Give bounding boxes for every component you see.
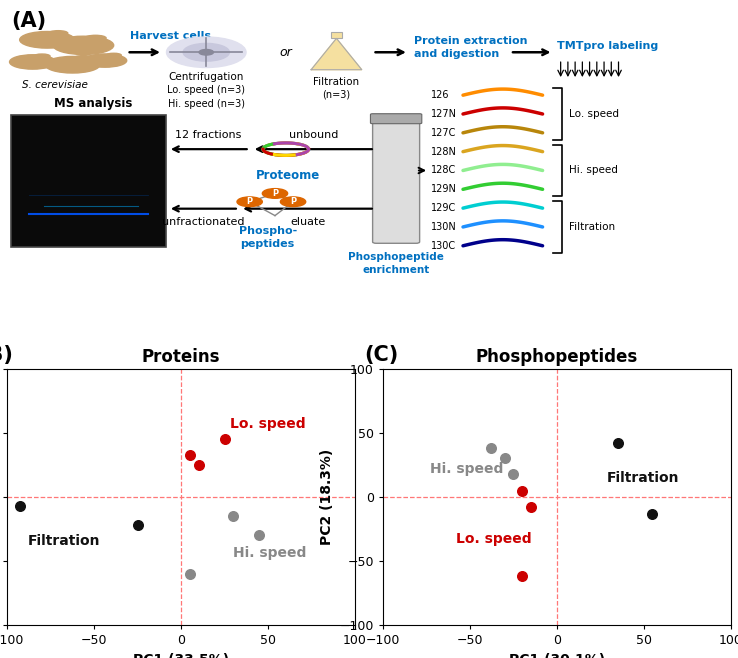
Text: Hi. speed: Hi. speed (569, 165, 618, 176)
FancyBboxPatch shape (370, 114, 422, 124)
Text: Centrifugation: Centrifugation (168, 72, 244, 82)
Text: 129C: 129C (430, 203, 456, 213)
Text: peptides: peptides (241, 239, 295, 249)
Text: Hi. speed: Hi. speed (430, 462, 503, 476)
Point (485, 443, 497, 453)
Ellipse shape (20, 32, 75, 48)
Circle shape (280, 197, 306, 207)
Ellipse shape (106, 53, 121, 57)
Text: unbound: unbound (289, 130, 338, 140)
Ellipse shape (85, 36, 106, 41)
Point (132, 520, 144, 530)
Point (13, 501, 25, 511)
FancyBboxPatch shape (331, 32, 342, 38)
Title: Phosphopeptides: Phosphopeptides (475, 348, 638, 366)
X-axis label: PC1 (30.1%): PC1 (30.1%) (508, 653, 605, 658)
Text: 129N: 129N (430, 184, 456, 194)
Text: Hi. speed: Hi. speed (233, 546, 307, 561)
Text: or: or (280, 46, 292, 59)
Text: Proteome: Proteome (256, 169, 320, 182)
Circle shape (183, 43, 230, 61)
Text: Filtration: Filtration (314, 77, 359, 87)
Text: Harvest cells: Harvest cells (131, 31, 211, 41)
Text: Lo. speed: Lo. speed (230, 417, 306, 431)
Text: MS analysis: MS analysis (54, 97, 132, 110)
Point (646, 509, 658, 519)
Text: P: P (246, 197, 252, 206)
Title: Proteins: Proteins (142, 348, 221, 366)
Ellipse shape (45, 57, 100, 73)
Circle shape (237, 197, 262, 207)
Ellipse shape (34, 54, 50, 59)
Point (508, 468, 520, 479)
Point (525, 502, 537, 513)
Text: (C): (C) (365, 345, 399, 365)
FancyBboxPatch shape (11, 114, 167, 247)
Text: P: P (272, 189, 278, 198)
Circle shape (167, 37, 246, 68)
Text: Protein extraction: Protein extraction (414, 36, 528, 45)
Text: (n=3): (n=3) (323, 89, 351, 99)
Text: Filtration: Filtration (28, 534, 101, 547)
Point (499, 453, 511, 464)
Text: and digestion: and digestion (414, 49, 499, 59)
Text: 128N: 128N (430, 147, 456, 157)
Text: eluate: eluate (290, 217, 325, 227)
Point (516, 485, 528, 495)
Point (227, 511, 239, 521)
Text: 130C: 130C (430, 241, 455, 251)
Text: Filtration: Filtration (607, 470, 680, 485)
Ellipse shape (74, 55, 93, 61)
Ellipse shape (83, 54, 127, 67)
Text: TMTpro labeling: TMTpro labeling (557, 41, 658, 51)
Point (184, 449, 196, 460)
Point (516, 571, 528, 582)
FancyBboxPatch shape (373, 116, 420, 243)
Text: (A): (A) (11, 11, 46, 31)
Polygon shape (311, 38, 362, 70)
Text: Hi. speed (n=3): Hi. speed (n=3) (168, 99, 245, 109)
Point (254, 530, 266, 541)
Ellipse shape (49, 31, 68, 36)
Circle shape (262, 189, 288, 198)
Text: Lo. speed: Lo. speed (456, 532, 531, 546)
Text: Phospho-: Phospho- (238, 226, 297, 236)
Text: 12 fractions: 12 fractions (175, 130, 241, 140)
Text: Filtration: Filtration (569, 222, 615, 232)
Text: Lo. speed (n=3): Lo. speed (n=3) (168, 86, 245, 95)
X-axis label: PC1 (33.5%): PC1 (33.5%) (133, 653, 230, 658)
Text: Lo. speed: Lo. speed (569, 109, 619, 119)
Point (218, 434, 230, 445)
Text: 126: 126 (430, 90, 449, 100)
Text: Phosphopeptide: Phosphopeptide (348, 251, 444, 262)
Text: 127N: 127N (430, 109, 457, 119)
Ellipse shape (53, 36, 114, 55)
Point (193, 460, 204, 470)
Text: enrichment: enrichment (362, 265, 430, 274)
Point (184, 569, 196, 579)
Text: S. cerevisiae: S. cerevisiae (22, 80, 88, 90)
Text: (B): (B) (0, 345, 13, 365)
Point (612, 438, 624, 448)
Text: unfractionated: unfractionated (162, 217, 244, 227)
Ellipse shape (10, 55, 56, 69)
Text: P: P (290, 197, 296, 206)
Circle shape (199, 49, 213, 55)
Text: 130N: 130N (430, 222, 456, 232)
Y-axis label: PC2 (18.3%): PC2 (18.3%) (320, 449, 334, 545)
Text: 127C: 127C (430, 128, 456, 138)
Text: 128C: 128C (430, 165, 456, 176)
